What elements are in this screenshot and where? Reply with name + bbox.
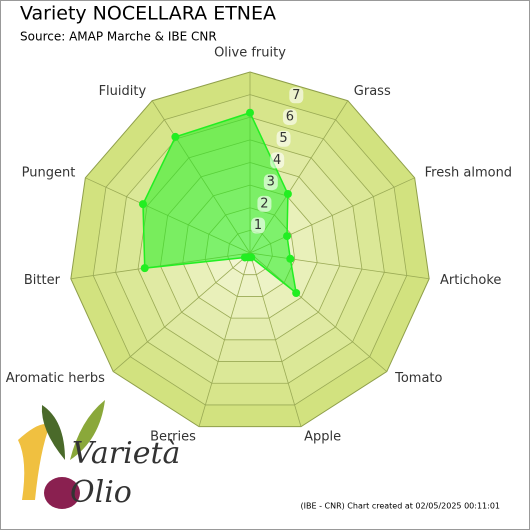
footer: (IBE - CNR) Chart created at 02/05/2025 … [301, 502, 501, 511]
tick-label-bg [276, 130, 291, 147]
axis-spoke [249, 252, 302, 427]
category-label: Pungent [22, 166, 76, 181]
logo: Varietà Olio [18, 400, 180, 510]
y-tick-label: 1 [254, 218, 262, 233]
category-label: Artichoke [440, 273, 501, 288]
data-point [283, 232, 292, 241]
tick-label-bg [282, 108, 297, 125]
chart-title: Variety NOCELLARA ETNEA [20, 3, 276, 25]
y-tick-label: 4 [273, 153, 281, 168]
category-label: Fresh almond [425, 166, 512, 181]
tick-label-bg [289, 87, 304, 104]
y-tick-label: 3 [267, 175, 275, 190]
data-point [138, 200, 147, 209]
category-label: Grass [354, 84, 391, 99]
data-point [246, 108, 254, 117]
category-label: Aromatic herbs [6, 371, 105, 386]
axis-spoke [112, 252, 251, 372]
axis-spoke [198, 252, 251, 427]
y-tick-label: 7 [292, 88, 300, 103]
tick-label-bg [263, 174, 278, 191]
y-tick-label: 6 [286, 109, 294, 124]
category-label: Olive fruity [214, 46, 286, 61]
logo-text: Olio [70, 475, 132, 510]
tick-label-bg [251, 217, 266, 234]
y-tick-label: 5 [279, 131, 287, 146]
chart-subtitle: Source: AMAP Marche & IBE CNR [20, 30, 217, 44]
data-point [283, 189, 292, 198]
data-point [292, 289, 301, 298]
logo-text: Varietà [72, 436, 180, 471]
tick-label-bg [257, 195, 272, 212]
category-label: Tomato [394, 371, 442, 386]
category-label: Bitter [24, 273, 61, 288]
data-point [171, 132, 180, 141]
data-point [240, 253, 249, 262]
category-label: Fluidity [99, 84, 147, 99]
category-label: Berries [150, 430, 196, 445]
logo-shape [18, 424, 50, 500]
category-label: Apple [304, 430, 341, 445]
tick-label-bg [270, 152, 285, 169]
logo-leaf [70, 400, 105, 460]
y-tick-label: 2 [260, 196, 268, 211]
logo-leaf [41, 405, 65, 460]
data-point [140, 264, 149, 273]
logo-olive [44, 477, 80, 509]
data-point [286, 254, 295, 263]
